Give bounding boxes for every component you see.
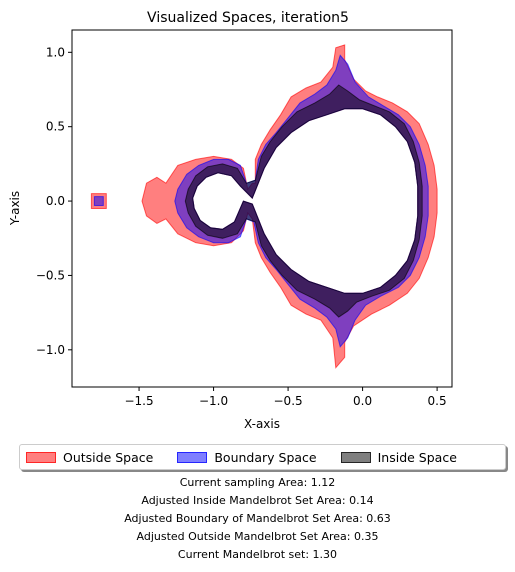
region-inside-space bbox=[184, 84, 423, 318]
x-axis-label: X-axis bbox=[244, 417, 280, 431]
y-tick-label: −0.5 bbox=[36, 268, 65, 282]
inside-area-text: Adjusted Inside Mandelbrot Set Area: 0.1… bbox=[141, 494, 374, 507]
boundary-area-text: Adjusted Boundary of Mandelbrot Set Area… bbox=[124, 512, 391, 525]
y-tick-label: 1.0 bbox=[46, 45, 65, 59]
legend-label-boundary: Boundary Space bbox=[214, 449, 317, 465]
chart-figure: Visualized Spaces, iteration5 −1.5 −1.0 −0… bbox=[8, 10, 453, 431]
y-tick-label: 0.0 bbox=[46, 194, 65, 208]
y-tick-label: 0.5 bbox=[46, 120, 65, 134]
outside-swatch bbox=[26, 451, 56, 463]
region-boundary-space-island bbox=[93, 196, 104, 206]
legend-label-inside: Inside Space bbox=[377, 449, 457, 465]
legend-label-outside: Outside Space bbox=[63, 449, 154, 465]
outside-area-text: Adjusted Outside Mandelbrot Set Area: 0.… bbox=[136, 530, 379, 543]
legend-item-inside: Inside Space bbox=[340, 449, 457, 465]
x-tick-label: −1.5 bbox=[124, 394, 153, 408]
plot-area bbox=[71, 29, 453, 388]
sampling-area-text: Current sampling Area: 1.12 bbox=[179, 476, 336, 489]
mandelbrot-set-text: Current Mandelbrot set: 1.30 bbox=[177, 548, 338, 561]
boundary-swatch bbox=[177, 451, 208, 463]
chart-legend: Outside Space Boundary Space Inside Spac… bbox=[19, 444, 506, 470]
legend-item-outside: Outside Space bbox=[26, 450, 153, 465]
chart-title: Visualized Spaces, iteration5 bbox=[147, 10, 349, 26]
x-tick-label: 0.0 bbox=[353, 394, 372, 408]
y-tick-label: −1.0 bbox=[36, 343, 65, 357]
x-tick-label: 0.5 bbox=[428, 394, 447, 408]
area-statistics: Current sampling Area: 1.12 Adjusted Ins… bbox=[0, 474, 515, 564]
y-axis-label: Y-axis bbox=[8, 191, 22, 226]
plot-frame bbox=[71, 29, 453, 388]
inside-swatch bbox=[340, 451, 371, 463]
legend-item-boundary: Boundary Space bbox=[177, 449, 317, 465]
x-tick-label: −1.0 bbox=[199, 394, 228, 408]
x-tick-label: −0.5 bbox=[274, 394, 303, 408]
